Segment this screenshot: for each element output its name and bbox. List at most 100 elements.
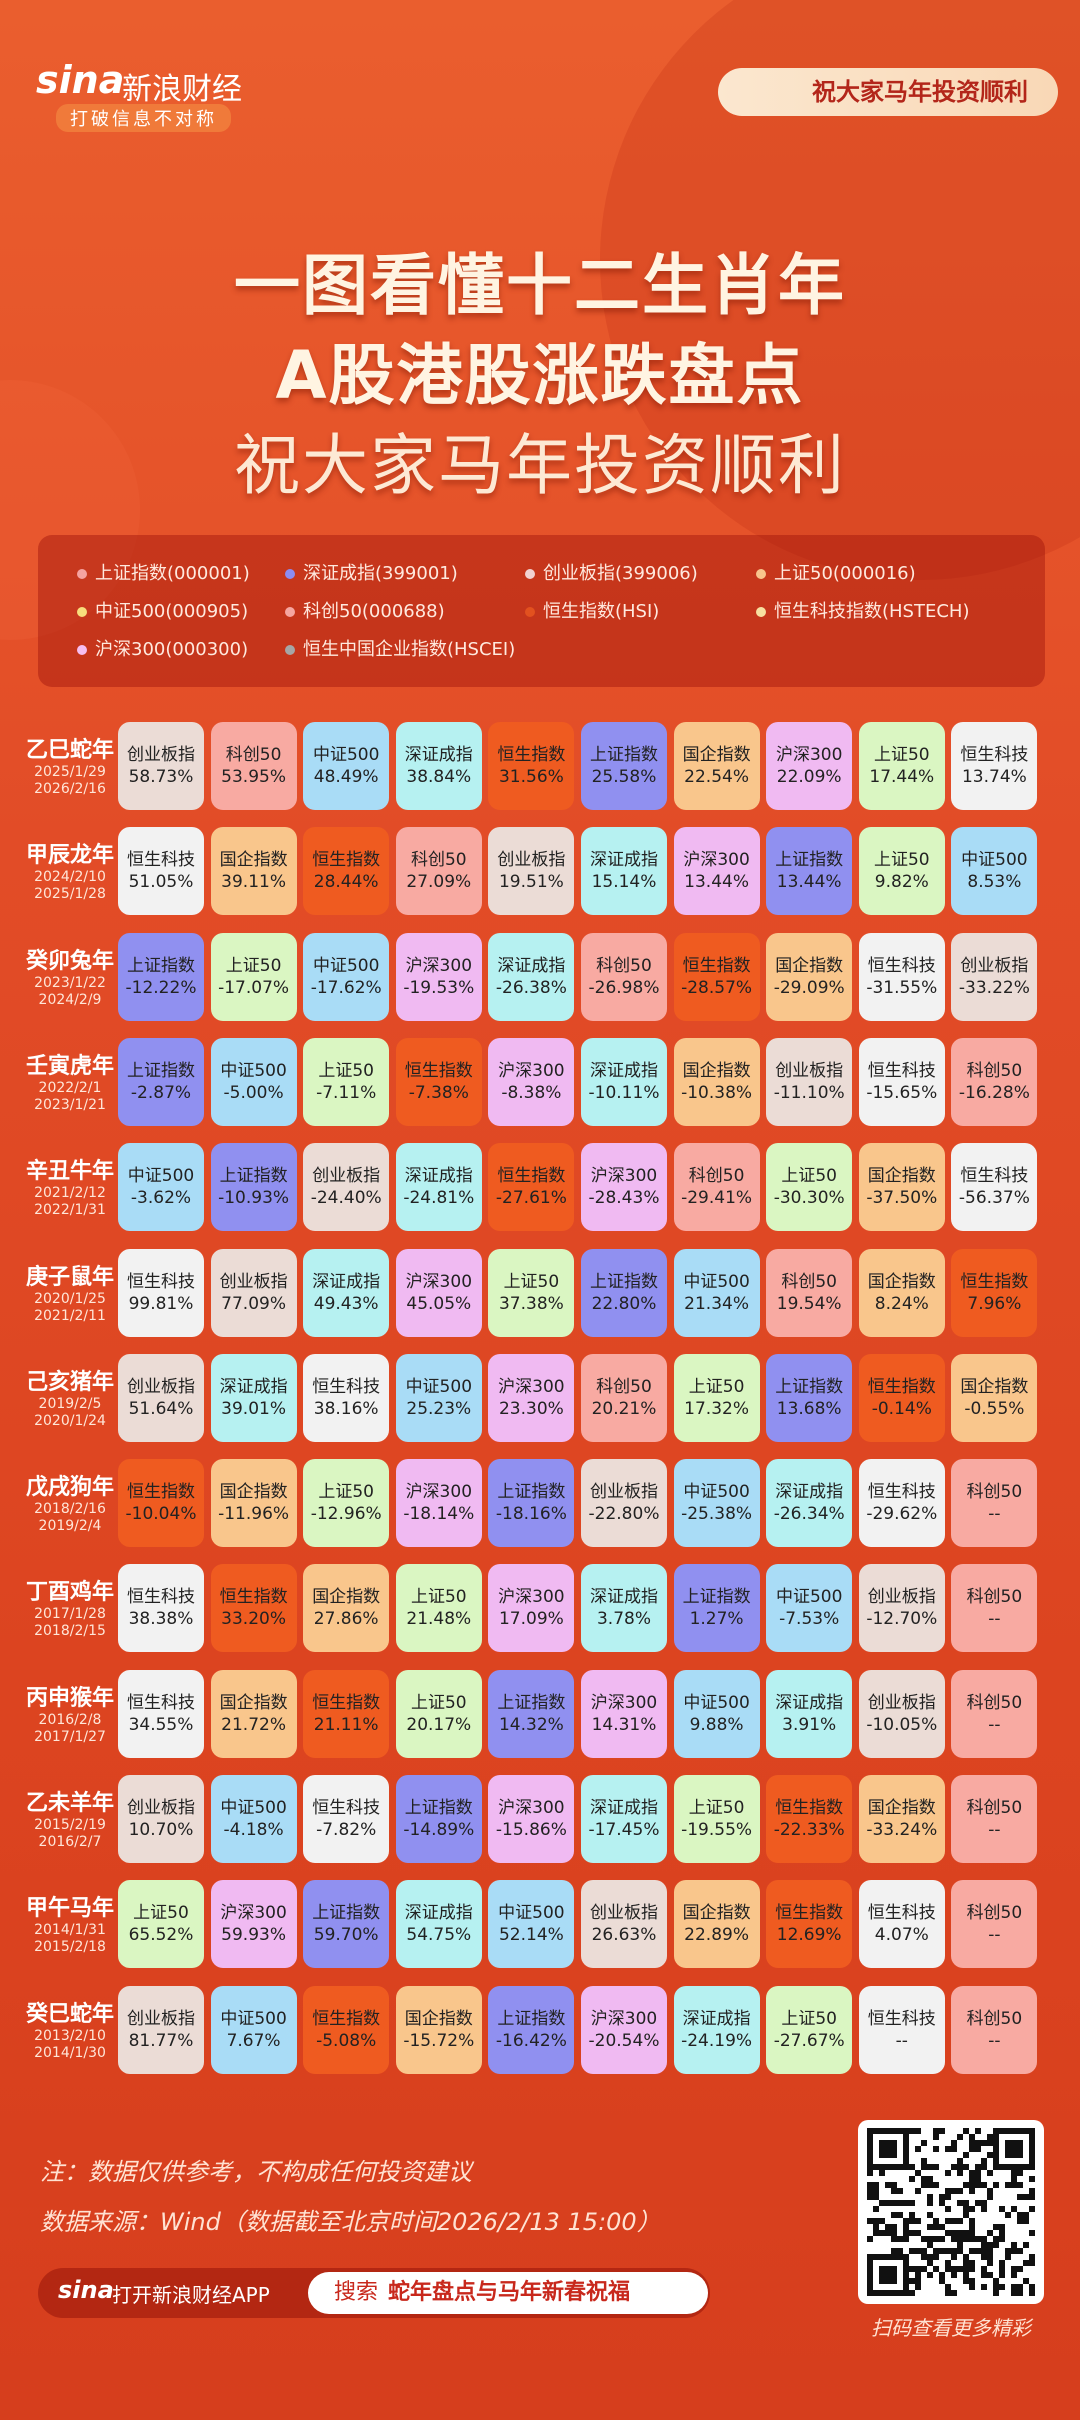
qr-module (969, 2278, 975, 2284)
qr-module (933, 2182, 939, 2188)
cell: 上证指数 1.27% (673, 1564, 760, 1653)
search-box[interactable]: 搜索 蛇年盘点与马年新春祝福 (308, 2272, 708, 2314)
legend-dot (756, 569, 766, 579)
qr-module (969, 2140, 975, 2146)
row-start: 2024/2/10 (34, 869, 106, 886)
qr-module (999, 2224, 1005, 2230)
index-change: 28.44% (313, 872, 379, 893)
index-name: 中证500 (775, 1587, 843, 1608)
cell: 科创50 -16.28% (951, 1037, 1038, 1126)
cell: 恒生科技 -31.55% (858, 932, 945, 1021)
cell: 沪深300 -8.38% (488, 1037, 575, 1126)
qr-module (1029, 2188, 1035, 2194)
qr-module (927, 2254, 933, 2260)
qr-module (1011, 2206, 1017, 2212)
qr-module (969, 2218, 975, 2224)
qr-module (951, 2164, 957, 2170)
index-change: 9.88% (689, 1714, 744, 1735)
qr-module (993, 2182, 999, 2188)
cell: 恒生指数 -28.57% (673, 932, 760, 1021)
index-name: 创业板指 (497, 850, 566, 871)
qr-module (1029, 2194, 1035, 2200)
index-change: -22.80% (588, 1504, 660, 1525)
index-change: 14.32% (498, 1714, 564, 1735)
app-link[interactable]: 打开新浪财经APP (112, 2283, 270, 2307)
index-change: 22.54% (684, 767, 749, 787)
index-name: 恒生指数 (404, 1060, 473, 1081)
index-change: 81.77% (128, 2030, 194, 2051)
qr-module (1017, 2212, 1023, 2218)
qr-module (963, 2260, 969, 2266)
qr-module (951, 2140, 957, 2146)
index-name: 科创50 (410, 850, 467, 871)
index-name: 科创50 (966, 2008, 1023, 2029)
qr-module (1029, 2206, 1035, 2212)
index-change: -26.34% (773, 1504, 845, 1525)
index-change: -12.22% (125, 977, 197, 998)
index-name: 上证50 (873, 745, 930, 765)
index-change: 25.23% (406, 1398, 472, 1419)
cell: 恒生指数 33.20% (210, 1564, 297, 1653)
index-change: 45.05% (406, 1293, 472, 1314)
qr-module (927, 2194, 933, 2200)
index-name: 国企指数 (682, 1060, 751, 1081)
qr-module (873, 2188, 879, 2194)
qr-module (1017, 2290, 1023, 2296)
index-name: 中证500 (405, 1376, 473, 1397)
cell: 恒生科技 51.05% (118, 827, 204, 916)
qr-module (915, 2248, 921, 2254)
cell: 深证成指 -24.19% (673, 1985, 760, 2074)
qr-module (897, 2188, 903, 2194)
qr-module (927, 2272, 933, 2278)
qr-caption: 扫码查看更多精彩 (871, 2316, 1031, 2340)
qr-module (921, 2164, 927, 2170)
cell: 恒生科技 -56.37% (951, 1143, 1038, 1232)
qr-module (963, 2164, 969, 2170)
cell: 深证成指 3.78% (581, 1564, 667, 1653)
cell: 上证50 -17.07% (210, 932, 297, 1021)
qr-module (1017, 2284, 1023, 2290)
cell: 科创50 -29.41% (673, 1143, 760, 1232)
cell: 深证成指 -26.38% (488, 932, 575, 1021)
qr-module (975, 2182, 981, 2188)
qr-module (897, 2200, 903, 2206)
cell: 恒生指数 12.69% (766, 1880, 853, 1969)
qr-module (969, 2188, 975, 2194)
index-name: 沪深300 (498, 1587, 565, 1608)
index-name: 中证500 (498, 1903, 565, 1924)
index-change: -7.82% (316, 1820, 377, 1840)
qr-module (993, 2284, 999, 2290)
qr-module (939, 2278, 945, 2284)
index-name: 恒生指数 (497, 745, 566, 765)
qr-module (951, 2272, 957, 2278)
row-year: 庚子鼠年 (25, 1264, 114, 1290)
qr-module (963, 2272, 969, 2278)
qr-module (909, 2266, 915, 2272)
index-name: 中证500 (312, 955, 380, 976)
index-name: 恒生指数 (127, 1482, 195, 1503)
index-change: -- (988, 1714, 1001, 1735)
qr-module (999, 2206, 1005, 2212)
index-change: -29.62% (866, 1504, 938, 1525)
qr-module (915, 2272, 921, 2278)
index-name: 沪深300 (220, 1903, 287, 1924)
qr-module (1023, 2260, 1029, 2266)
index-name: 沪深300 (498, 1798, 565, 1818)
index-change: -10.05% (866, 1714, 938, 1735)
index-change: 20.17% (406, 1714, 472, 1735)
qr-module (921, 2254, 927, 2260)
qr-module (951, 2248, 957, 2254)
index-name: 沪深300 (405, 1271, 473, 1292)
cell: 恒生科技 -15.65% (858, 1037, 945, 1126)
qr-module (981, 2248, 987, 2254)
qr-module (909, 2200, 915, 2206)
cell: 深证成指 -17.45% (581, 1775, 667, 1863)
legend-item: 恒生科技指数(HSTECH) (756, 597, 969, 623)
index-name: 国企指数 (960, 1376, 1029, 1397)
cell: 深证成指 -10.11% (581, 1037, 667, 1126)
index-name: 上证50 (318, 1060, 374, 1081)
index-change: -- (988, 1504, 1001, 1525)
subtitle: 祝大家马年投资顺利 (234, 427, 846, 504)
cell: 创业板指 19.51% (488, 827, 575, 916)
